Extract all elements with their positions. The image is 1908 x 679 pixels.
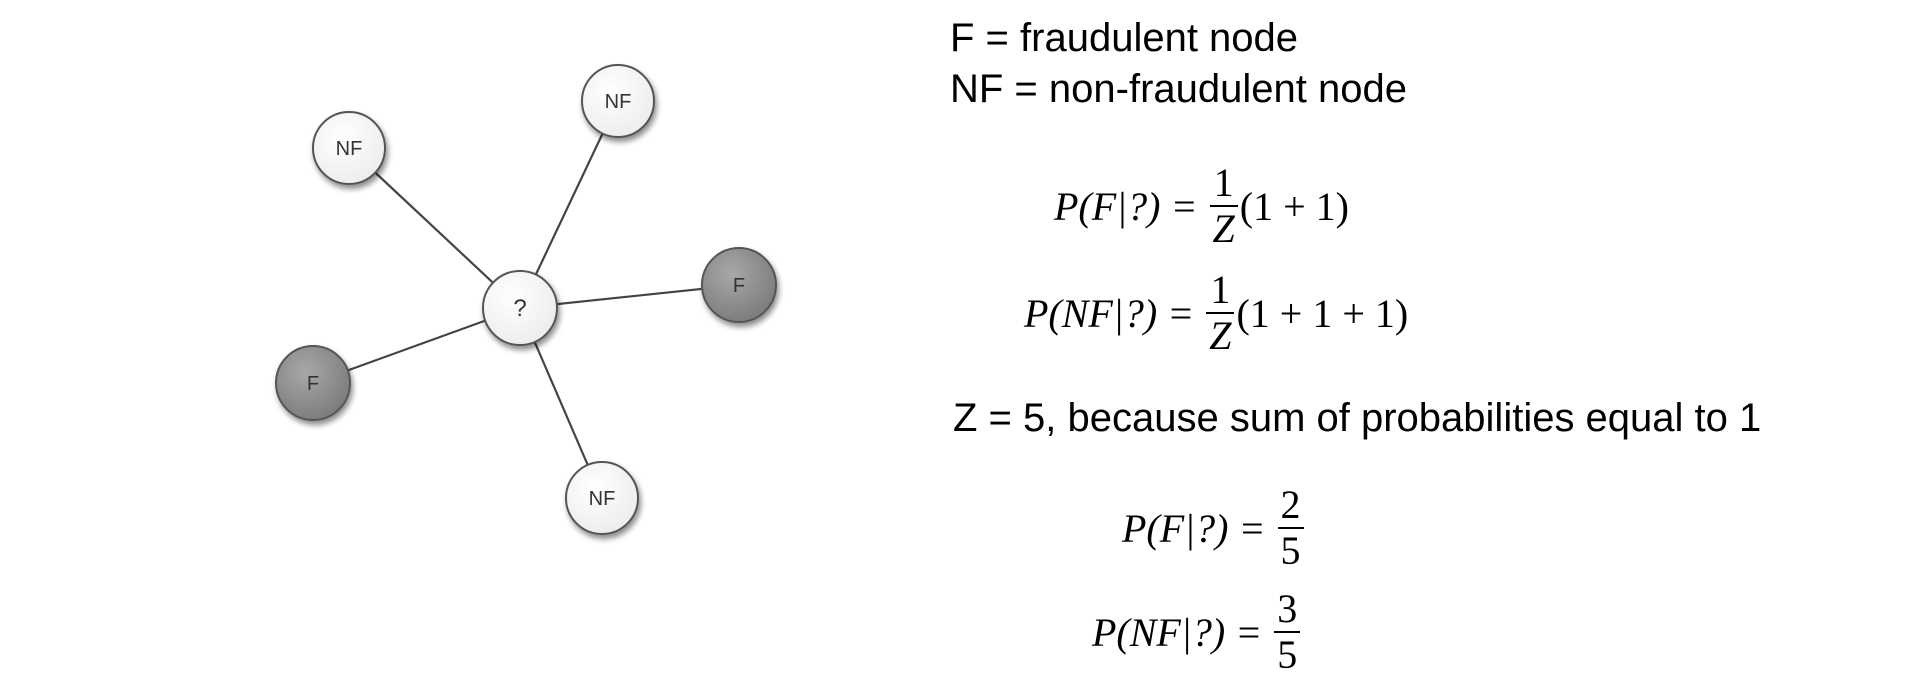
node-f-right: F <box>701 247 777 323</box>
frac-denominator: 5 <box>1277 632 1298 677</box>
equation-pf-z: P(F|?) = 1 Z (1 + 1) <box>1054 163 1349 249</box>
node-nf-top-left-label: NF <box>336 138 363 160</box>
eq-pf-lhs: P(F|?) = <box>1054 183 1198 229</box>
node-f-left: F <box>275 345 351 421</box>
equation-pnf-z: P(NF|?) = 1 Z (1 + 1 + 1) <box>1024 270 1408 356</box>
equation-pnf-result: P(NF|?) = 3 5 <box>1092 589 1302 675</box>
eq-pf-result-lhs: P(F|?) = <box>1122 505 1266 551</box>
eq-pnf-lhs: P(NF|?) = <box>1024 290 1195 336</box>
node-center-label: ? <box>513 295 526 322</box>
edge-to-nf-top-left <box>348 147 521 309</box>
frac-denominator: Z <box>1212 206 1235 251</box>
eq-pnf-result-lhs: P(NF|?) = <box>1092 609 1263 655</box>
node-center-unknown: ? <box>482 270 558 346</box>
eq-pnf-rhs: (1 + 1 + 1) <box>1236 290 1409 336</box>
eq-pf-rhs: (1 + 1) <box>1239 183 1349 229</box>
frac-numerator: 3 <box>1277 586 1298 631</box>
frac-numerator: 2 <box>1280 482 1301 527</box>
node-f-right-label: F <box>733 275 745 297</box>
node-f-left-label: F <box>307 373 319 395</box>
frac-denominator: Z <box>1209 313 1232 358</box>
frac-numerator: 1 <box>1210 267 1231 312</box>
fraction-two-fifths: 2 5 <box>1277 482 1304 573</box>
z-normalization-note: Z = 5, because sum of probabilities equa… <box>953 396 1762 440</box>
equation-pf-result: P(F|?) = 2 5 <box>1122 485 1306 571</box>
frac-numerator: 1 <box>1213 160 1234 205</box>
legend-non-fraudulent: NF = non-fraudulent node <box>950 67 1407 111</box>
frac-denominator: 5 <box>1280 528 1301 573</box>
edge-to-nf-top-right <box>519 100 619 309</box>
node-nf-bottom-label: NF <box>589 488 616 510</box>
network-graph: NF NF F F NF ? <box>275 64 777 535</box>
fraction-three-fifths: 3 5 <box>1274 586 1301 677</box>
fraction-one-over-z: 1 Z <box>1206 267 1235 358</box>
legend-fraudulent: F = fraudulent node <box>950 16 1299 60</box>
node-nf-bottom: NF <box>565 461 639 535</box>
node-nf-top-right: NF <box>581 64 655 138</box>
fraction-one-over-z: 1 Z <box>1209 160 1238 251</box>
node-nf-top-right-label: NF <box>605 91 632 113</box>
node-nf-top-left: NF <box>312 111 386 185</box>
